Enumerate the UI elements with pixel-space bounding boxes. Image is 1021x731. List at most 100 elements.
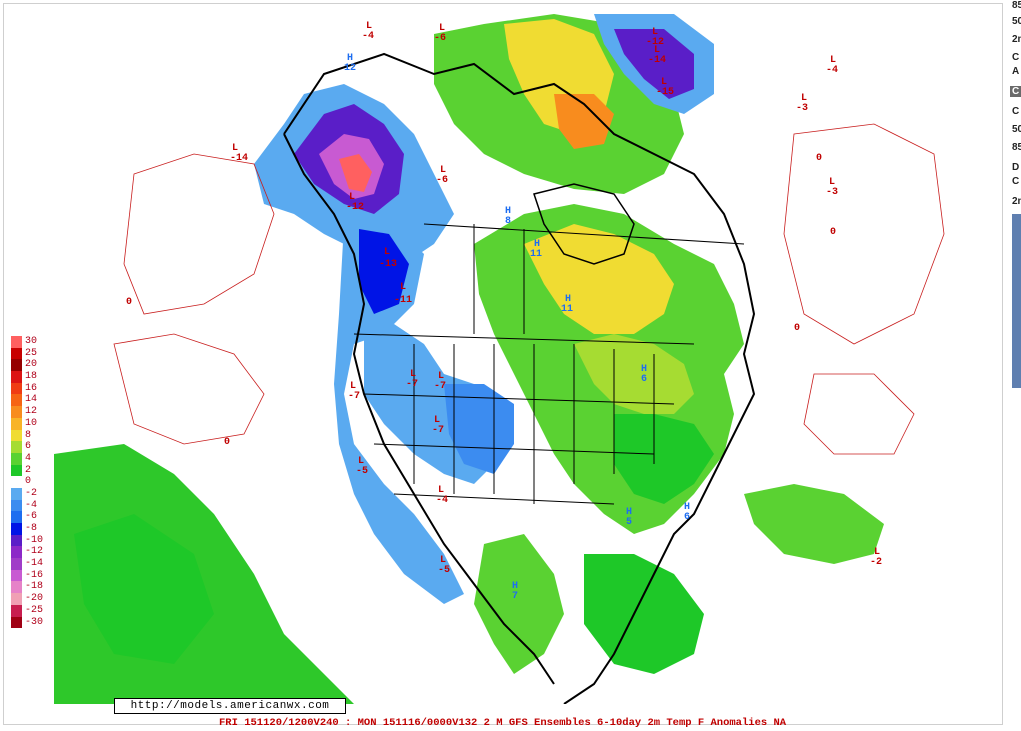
scale-row: -10 xyxy=(11,534,49,547)
scale-label: -30 xyxy=(25,616,44,628)
scale-row: 0 xyxy=(11,476,49,488)
scale-swatch xyxy=(11,581,22,594)
scale-swatch xyxy=(11,476,22,488)
scale-row: 14 xyxy=(11,394,49,407)
pressure-value: -3 xyxy=(796,103,808,114)
side-panel-item[interactable]: C xyxy=(1012,52,1020,63)
scale-row: 10 xyxy=(11,417,49,430)
temperature-anomaly-map: L-4 L-6 L-12 L-14 L-15 L-4 L-3 L-3 L-14 … xyxy=(54,14,960,704)
scale-swatch xyxy=(11,429,22,442)
scale-row: -2 xyxy=(11,487,49,500)
scale-row: 12 xyxy=(11,406,49,418)
scale-label: -12 xyxy=(25,546,44,558)
scale-label: -18 xyxy=(25,581,44,593)
pressure-marker: H xyxy=(641,364,647,375)
scale-row: -6 xyxy=(11,511,49,523)
pressure-marker: L xyxy=(434,415,440,426)
side-panel-item[interactable]: 50 xyxy=(1012,124,1021,135)
scale-row: 2 xyxy=(11,464,49,477)
pressure-value: -14 xyxy=(230,153,248,164)
pressure-marker: H xyxy=(534,239,540,250)
pressure-value: -7 xyxy=(434,381,446,392)
scale-row: 6 xyxy=(11,441,49,453)
pressure-marker: L xyxy=(358,456,364,467)
pressure-marker: H xyxy=(512,581,518,592)
pressure-value: -12 xyxy=(646,37,664,48)
side-panel-item[interactable]: C xyxy=(1012,176,1020,187)
side-panel-item[interactable]: A xyxy=(1012,66,1020,77)
pressure-marker: L xyxy=(661,77,667,88)
pressure-marker: L xyxy=(652,27,658,38)
map-frame: L -4 L -6 L -12 L -14 L -15 L -4 L -3 L -3 L -14 … xyxy=(3,3,1003,729)
scale-swatch xyxy=(11,347,22,360)
pressure-marker: L xyxy=(438,485,444,496)
side-panel-item[interactable]: 2n xyxy=(1012,196,1021,207)
scale-swatch xyxy=(11,604,22,617)
scale-row: 20 xyxy=(11,359,49,372)
scale-label: 8 xyxy=(25,429,32,441)
scale-label: 18 xyxy=(25,371,38,383)
scale-swatch xyxy=(11,359,22,372)
scale-row: -25 xyxy=(11,604,49,617)
pressure-marker: L xyxy=(440,555,446,566)
color-scale-legend: 30 25 20 18 16 14 12 10 8 6 4 2 0 -2 -4 -6 -8 -10 -12 -14 -1… xyxy=(11,336,49,629)
pressure-value: -11 xyxy=(394,295,412,306)
scale-swatch xyxy=(11,511,22,523)
scale-swatch xyxy=(11,336,22,348)
pressure-value: -5 xyxy=(356,466,368,477)
scale-row: 16 xyxy=(11,382,49,395)
scale-swatch xyxy=(11,593,22,605)
pressure-value: -3 xyxy=(826,187,838,198)
pressure-marker: L xyxy=(350,381,356,392)
scale-swatch xyxy=(11,499,22,512)
pressure-marker: L xyxy=(830,55,836,66)
scale-row: -18 xyxy=(11,581,49,594)
scale-swatch xyxy=(11,382,22,395)
zero-contours xyxy=(113,123,945,455)
side-panel-item[interactable]: 85 xyxy=(1012,142,1021,153)
pressure-value: -6 xyxy=(436,175,448,186)
scale-swatch xyxy=(11,569,22,582)
contour-label: 0 xyxy=(830,227,836,238)
coastline-north-america xyxy=(283,52,756,704)
scale-swatch xyxy=(11,534,22,547)
pressure-value: 6 xyxy=(641,374,647,385)
scale-label: 6 xyxy=(25,441,32,453)
side-panel-item[interactable]: D xyxy=(1012,162,1020,173)
scale-label: 20 xyxy=(25,359,38,371)
pressure-marker: H xyxy=(347,53,353,64)
pressure-marker: L xyxy=(349,192,355,203)
scale-row: -30 xyxy=(11,616,49,629)
pressure-marker: L xyxy=(384,247,390,258)
pressure-value: 5 xyxy=(626,517,632,528)
scale-swatch xyxy=(11,452,22,465)
pressure-marker: H xyxy=(684,502,690,513)
pressure-value: -4 xyxy=(826,65,838,76)
scale-swatch xyxy=(11,464,22,477)
pressure-value: -15 xyxy=(656,87,674,98)
side-panel-item[interactable]: 85 xyxy=(1012,0,1021,11)
side-panel-scrollbar[interactable] xyxy=(1012,214,1021,388)
map-caption: FRI 151120/1200V240 : MON 151116/0000V13… xyxy=(219,717,787,729)
side-panel-item[interactable]: C xyxy=(1012,106,1020,117)
scale-label: 4 xyxy=(25,452,32,464)
scale-row: -4 xyxy=(11,499,49,512)
pressure-marker: L xyxy=(829,177,835,188)
pressure-marker: L xyxy=(801,93,807,104)
pressure-marker: L xyxy=(232,143,238,154)
scale-row: 18 xyxy=(11,371,49,383)
pressure-value: 8 xyxy=(505,216,511,227)
side-panel-item[interactable]: 2n xyxy=(1012,34,1021,45)
scale-label: -16 xyxy=(25,569,44,581)
scale-swatch xyxy=(11,417,22,430)
scale-label: -10 xyxy=(25,534,44,546)
scale-row: -16 xyxy=(11,569,49,582)
pressure-value: 12 xyxy=(344,63,356,74)
pressure-value: 11 xyxy=(561,304,573,315)
scale-row: -14 xyxy=(11,558,49,570)
scale-row: 4 xyxy=(11,452,49,465)
side-panel-item[interactable]: C xyxy=(1010,86,1021,97)
scale-label: 30 xyxy=(25,336,38,347)
pressure-marker: L xyxy=(410,369,416,380)
side-panel-item[interactable]: 50 xyxy=(1012,16,1021,27)
